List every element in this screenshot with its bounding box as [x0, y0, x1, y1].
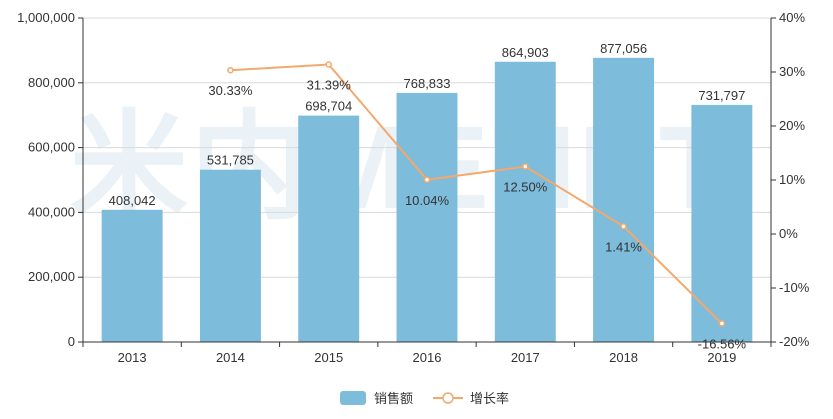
- y-left-tick-label: 200,000: [28, 269, 75, 284]
- bar: [199, 169, 261, 342]
- growth-rate-point: [227, 66, 234, 74]
- y-right-tick-label: 10%: [779, 172, 805, 187]
- bar-data-label: 408,042: [109, 193, 156, 208]
- growth-rate-line: [230, 63, 723, 325]
- line-data-label: 30.33%: [208, 83, 253, 98]
- x-tick-label: 2016: [413, 350, 442, 365]
- line-data-label: 12.50%: [503, 180, 548, 195]
- x-tick-label: 2017: [511, 350, 540, 365]
- line-data-label: 10.04%: [405, 193, 450, 208]
- bar-data-label: 864,903: [502, 45, 549, 60]
- x-tick-label: 2015: [314, 350, 343, 365]
- bar-data-label: 731,797: [698, 88, 745, 103]
- legend-label-sales: 销售额: [374, 391, 413, 406]
- bar-layer: [101, 57, 753, 343]
- bar: [691, 104, 753, 343]
- y-right-tick-label: 30%: [779, 64, 805, 79]
- growth-rate-point: [423, 176, 431, 184]
- y-left-tick-label: 1,000,000: [17, 10, 75, 25]
- bar: [593, 57, 655, 342]
- x-tick-label: 2019: [707, 350, 736, 365]
- y-right-tick-label: 40%: [779, 10, 805, 25]
- growth-rate-point: [325, 61, 332, 68]
- y-left-tick-label: 0: [68, 334, 75, 349]
- bar-data-label: 877,056: [600, 41, 647, 56]
- legend-label-growth: 增长率: [470, 391, 509, 406]
- x-tick-label: 2014: [216, 350, 245, 365]
- line-data-label: -16.56%: [698, 336, 747, 351]
- legend-swatch-sales: [340, 391, 366, 405]
- growth-rate-point: [522, 163, 529, 170]
- y-right-tick-label: 0%: [779, 226, 798, 241]
- y-left-tick-label: 800,000: [28, 75, 75, 90]
- bar-data-label: 531,785: [207, 153, 254, 168]
- label-layer: 408,042 531,785 698,704 768,833 864,903 877,0…: [109, 41, 747, 352]
- line-data-label: 1.41%: [605, 239, 642, 254]
- bar: [298, 115, 360, 342]
- x-tick-label: 2013: [118, 350, 147, 365]
- y-right-tick-label: -20%: [779, 334, 810, 349]
- bar: [101, 209, 163, 342]
- line-data-label: 31.39%: [307, 77, 352, 92]
- y-left-tick-label: 400,000: [28, 204, 75, 219]
- axis-layer: 0 200,000 400,000 600,000 800,000 1,000,000 -2…: [17, 10, 810, 365]
- y-right-tick-label: 20%: [779, 118, 805, 133]
- bar: [494, 61, 556, 343]
- growth-rate-point: [718, 320, 726, 327]
- line-layer: [227, 61, 726, 327]
- x-tick-label: 2018: [609, 350, 638, 365]
- bar: [396, 92, 458, 343]
- legend-swatch-growth-marker: [442, 392, 454, 404]
- legend[interactable]: 销售额 增长率: [340, 391, 509, 406]
- growth-rate-point: [620, 223, 627, 230]
- bar-data-label: 768,833: [404, 76, 451, 91]
- y-right-tick-label: -10%: [779, 280, 810, 295]
- bar-data-label: 698,704: [305, 99, 352, 114]
- y-left-tick-label: 600,000: [28, 140, 75, 155]
